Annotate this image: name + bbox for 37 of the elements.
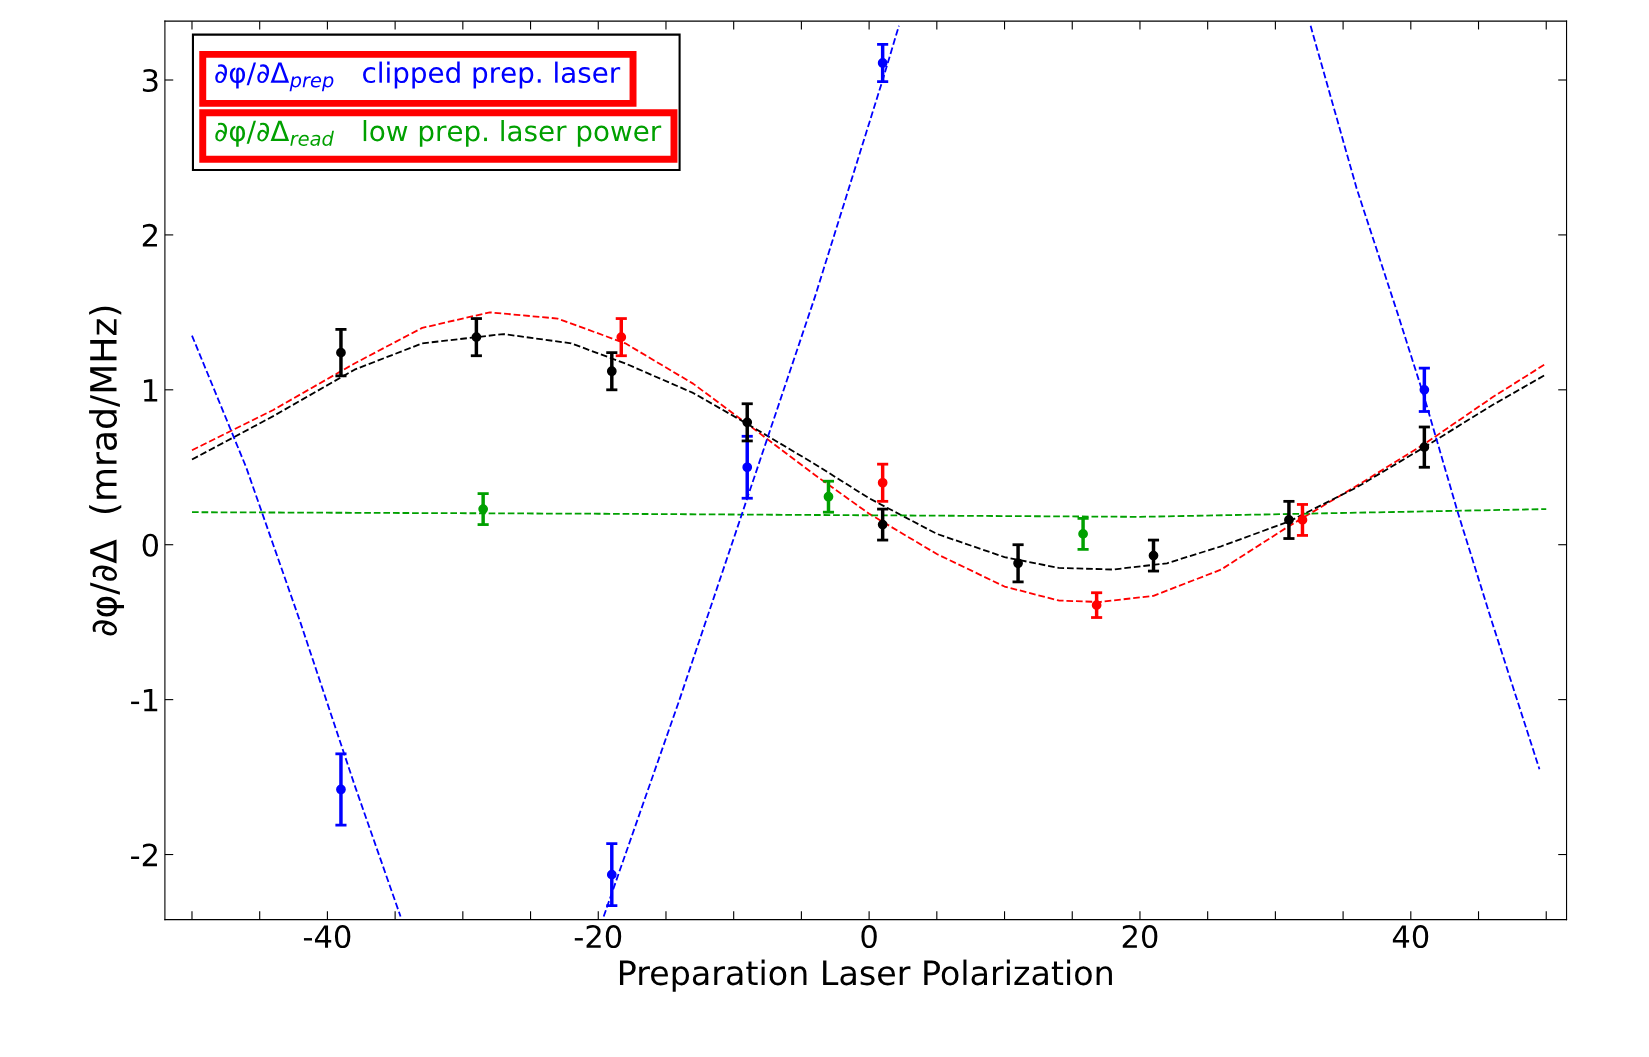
point [1013,558,1023,569]
x-axis-title: Preparation Laser Polarization [619,959,1112,992]
y-tick-label: 1 [143,379,158,402]
point [478,504,489,514]
point [1148,550,1159,561]
point [823,491,834,502]
y-tick-label: 0 [142,533,159,557]
x-tick-label: -40 [303,924,351,949]
point [336,784,346,795]
x-tick-label: 20 [1122,924,1158,949]
point [1284,515,1294,525]
point [742,462,753,473]
point [1078,529,1088,539]
y-tick-label: 2 [142,223,157,247]
line-series [191,508,1548,518]
point [877,58,888,68]
y-axis-title: ∂φ/∂Δ (mrad/MHz) [89,306,125,636]
x-tick-label: 40 [1392,924,1429,949]
y-tick-label: -2 [131,843,157,867]
text: ∂φ/∂Δ$_{prep}$ clipped prep. laser [215,61,621,92]
point [606,366,617,377]
point [1091,600,1102,610]
point [742,417,753,428]
point [471,332,482,343]
point [336,347,346,358]
point [1419,384,1430,395]
x-tick-label: -20 [574,924,622,949]
point [1419,442,1430,452]
y-tick-label: 3 [142,68,158,93]
y-tick-label: -1 [131,688,158,712]
x-tick-label: 0 [861,924,877,949]
point [1297,515,1308,525]
point [616,332,627,343]
text: ∂φ/∂Δ$_{read}$ low prep. laser power [215,119,662,147]
point [606,869,617,880]
point [877,477,888,488]
point [877,519,888,530]
